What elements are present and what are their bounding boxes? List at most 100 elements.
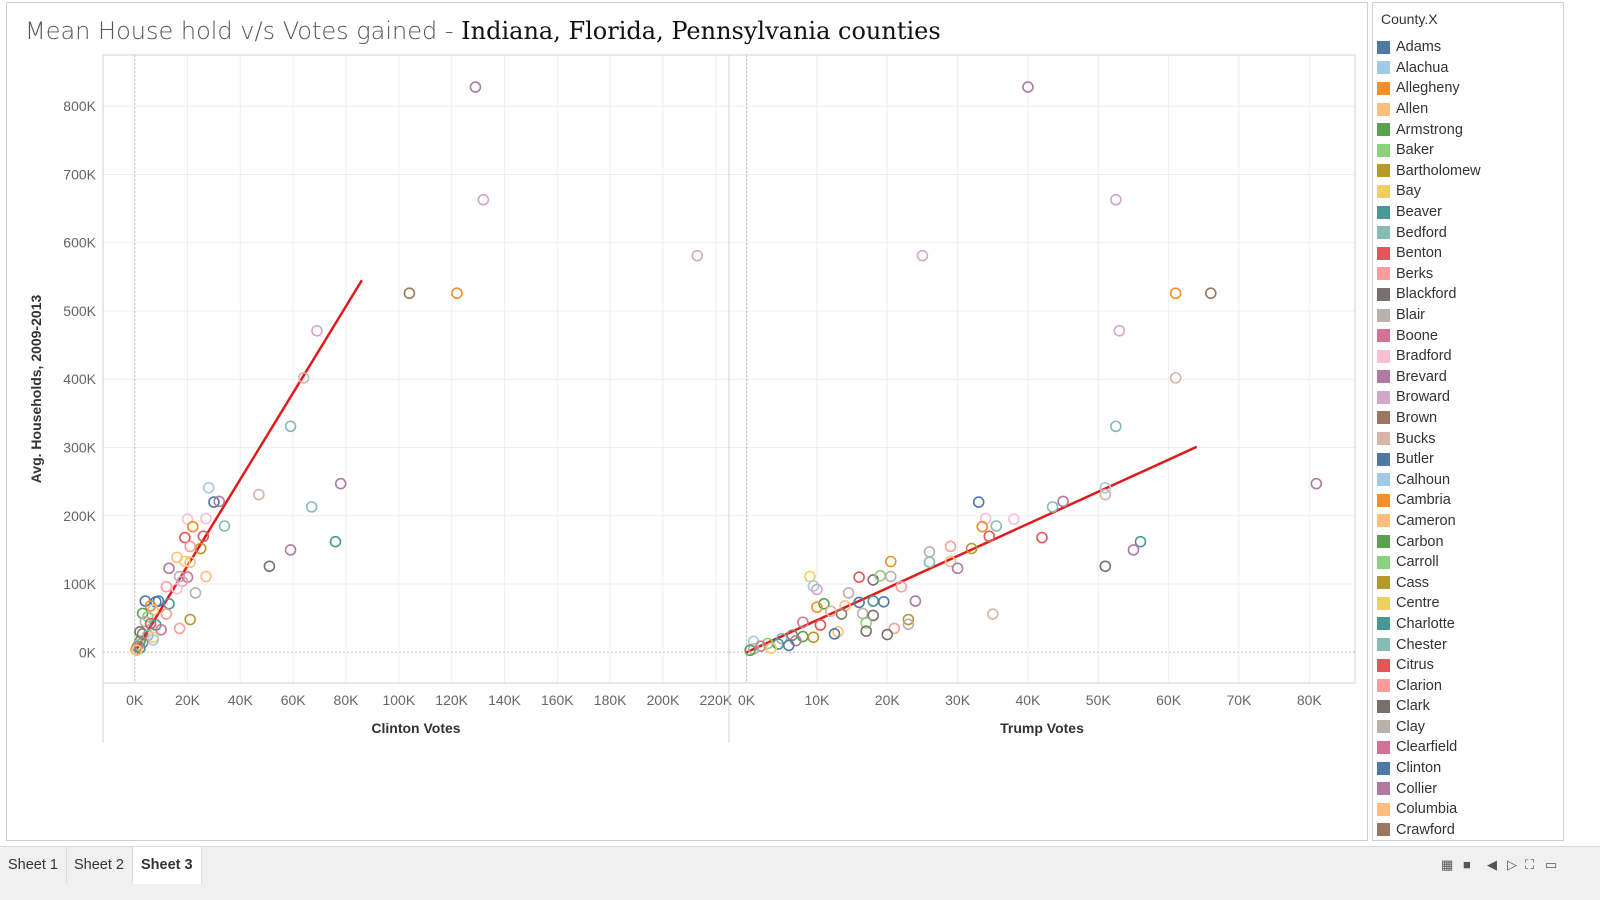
data-point[interactable] bbox=[804, 570, 816, 583]
legend-item[interactable]: Broward bbox=[1377, 387, 1537, 408]
data-point[interactable] bbox=[1205, 287, 1217, 300]
previous-sheet-icon[interactable]: ◀ bbox=[1487, 857, 1497, 872]
data-point[interactable] bbox=[983, 530, 996, 543]
data-point[interactable] bbox=[1022, 81, 1034, 93]
data-point[interactable] bbox=[202, 481, 215, 494]
next-sheet-icon[interactable]: ▷ bbox=[1507, 857, 1517, 872]
data-point[interactable] bbox=[208, 496, 220, 508]
legend-item[interactable]: Bay bbox=[1377, 181, 1537, 202]
legend-item[interactable]: Cass bbox=[1377, 572, 1537, 593]
filmstrip-view-icon[interactable]: ■ bbox=[1463, 857, 1471, 872]
legend-item[interactable]: Allegheny bbox=[1377, 78, 1537, 99]
data-point[interactable] bbox=[1099, 488, 1112, 501]
legend-item[interactable]: Beaver bbox=[1377, 202, 1537, 223]
data-point[interactable] bbox=[976, 520, 989, 533]
legend-item[interactable]: Armstrong bbox=[1377, 119, 1537, 140]
data-point[interactable] bbox=[403, 287, 416, 300]
data-point[interactable] bbox=[1127, 544, 1140, 556]
data-point[interactable] bbox=[923, 546, 936, 558]
data-point[interactable] bbox=[811, 583, 823, 596]
data-point[interactable] bbox=[877, 595, 890, 608]
data-point[interactable] bbox=[200, 570, 212, 583]
legend-item[interactable]: Carbon bbox=[1377, 531, 1537, 552]
data-point[interactable] bbox=[218, 520, 231, 532]
legend-item[interactable]: Cameron bbox=[1377, 511, 1537, 532]
data-point[interactable] bbox=[477, 193, 490, 206]
legend-item[interactable]: Blair bbox=[1377, 305, 1537, 326]
data-point[interactable] bbox=[305, 501, 318, 513]
data-point[interactable] bbox=[1099, 560, 1112, 573]
data-point[interactable] bbox=[334, 477, 347, 490]
data-point[interactable] bbox=[909, 595, 922, 607]
fullscreen-icon[interactable]: ⛶ bbox=[1525, 857, 1535, 872]
data-point[interactable] bbox=[147, 634, 159, 646]
data-point[interactable] bbox=[1113, 324, 1126, 337]
data-point[interactable] bbox=[782, 639, 795, 652]
legend-item[interactable]: Calhoun bbox=[1377, 469, 1537, 490]
data-point[interactable] bbox=[888, 622, 901, 635]
legend-item[interactable]: Clay bbox=[1377, 717, 1537, 738]
legend-item[interactable]: Bucks bbox=[1377, 428, 1537, 449]
data-point[interactable] bbox=[155, 623, 167, 636]
legend-item[interactable]: Bedford bbox=[1377, 222, 1537, 243]
data-point[interactable] bbox=[944, 540, 957, 553]
data-point[interactable] bbox=[1110, 420, 1122, 433]
data-point[interactable] bbox=[867, 609, 879, 622]
data-point[interactable] bbox=[1134, 535, 1147, 548]
data-point[interactable] bbox=[990, 520, 1003, 532]
data-point[interactable] bbox=[1036, 531, 1048, 544]
data-point[interactable] bbox=[860, 625, 872, 637]
data-point[interactable] bbox=[187, 520, 199, 533]
scatter-chart[interactable]: 0K 20K 40K 60K 80K 100K 120K 140K 160K 180K 200K 22… bbox=[7, 3, 1367, 840]
data-point[interactable] bbox=[176, 575, 189, 588]
data-point[interactable] bbox=[297, 372, 310, 384]
data-point[interactable] bbox=[184, 556, 196, 568]
data-point[interactable] bbox=[828, 628, 841, 640]
data-point[interactable] bbox=[744, 644, 756, 657]
data-point[interactable] bbox=[163, 598, 175, 610]
data-point[interactable] bbox=[895, 580, 908, 593]
legend-item[interactable]: Butler bbox=[1377, 449, 1537, 470]
data-point[interactable] bbox=[807, 580, 820, 592]
legend-item[interactable]: Charlotte bbox=[1377, 614, 1537, 635]
legend-item[interactable]: Clarion bbox=[1377, 675, 1537, 696]
legend-item[interactable]: Clearfield bbox=[1377, 737, 1537, 758]
data-point[interactable] bbox=[842, 587, 855, 599]
data-point[interactable] bbox=[825, 605, 837, 618]
legend-item[interactable]: Cambria bbox=[1377, 490, 1537, 511]
data-point[interactable] bbox=[884, 555, 897, 568]
data-point[interactable] bbox=[902, 618, 915, 631]
legend-item[interactable]: Adams bbox=[1377, 37, 1537, 58]
data-point[interactable] bbox=[867, 595, 879, 607]
data-point[interactable] bbox=[923, 556, 936, 568]
data-point[interactable] bbox=[451, 287, 463, 300]
data-point[interactable] bbox=[160, 580, 173, 593]
legend-item[interactable]: Bartholomew bbox=[1377, 161, 1537, 182]
data-point[interactable] bbox=[765, 642, 778, 654]
data-point[interactable] bbox=[163, 562, 175, 575]
grid-view-icon[interactable]: ▦ bbox=[1441, 857, 1454, 872]
legend-item[interactable]: Berks bbox=[1377, 264, 1537, 285]
data-point[interactable] bbox=[171, 582, 183, 595]
legend-item[interactable]: Boone bbox=[1377, 325, 1537, 346]
data-point[interactable] bbox=[181, 513, 194, 525]
data-point[interactable] bbox=[1008, 513, 1020, 525]
tab-sheet-3[interactable]: Sheet 3 bbox=[133, 847, 202, 884]
data-point[interactable] bbox=[853, 596, 865, 609]
legend-item[interactable]: Crawford bbox=[1377, 820, 1537, 840]
data-point[interactable] bbox=[1057, 495, 1069, 508]
data-point[interactable] bbox=[253, 488, 265, 501]
data-point[interactable] bbox=[860, 617, 872, 629]
legend-item[interactable]: Benton bbox=[1377, 243, 1537, 264]
data-point[interactable] bbox=[213, 495, 226, 508]
data-point[interactable] bbox=[902, 613, 915, 626]
data-point[interactable] bbox=[184, 540, 196, 553]
legend-item[interactable]: Alachua bbox=[1377, 58, 1537, 79]
data-point[interactable] bbox=[853, 571, 865, 583]
legend-item[interactable]: Brevard bbox=[1377, 367, 1537, 388]
data-point[interactable] bbox=[944, 555, 957, 568]
presentation-icon[interactable]: ▭ bbox=[1545, 857, 1558, 872]
legend-item[interactable]: Carroll bbox=[1377, 552, 1537, 573]
data-point[interactable] bbox=[797, 616, 809, 629]
data-point[interactable] bbox=[754, 640, 767, 652]
